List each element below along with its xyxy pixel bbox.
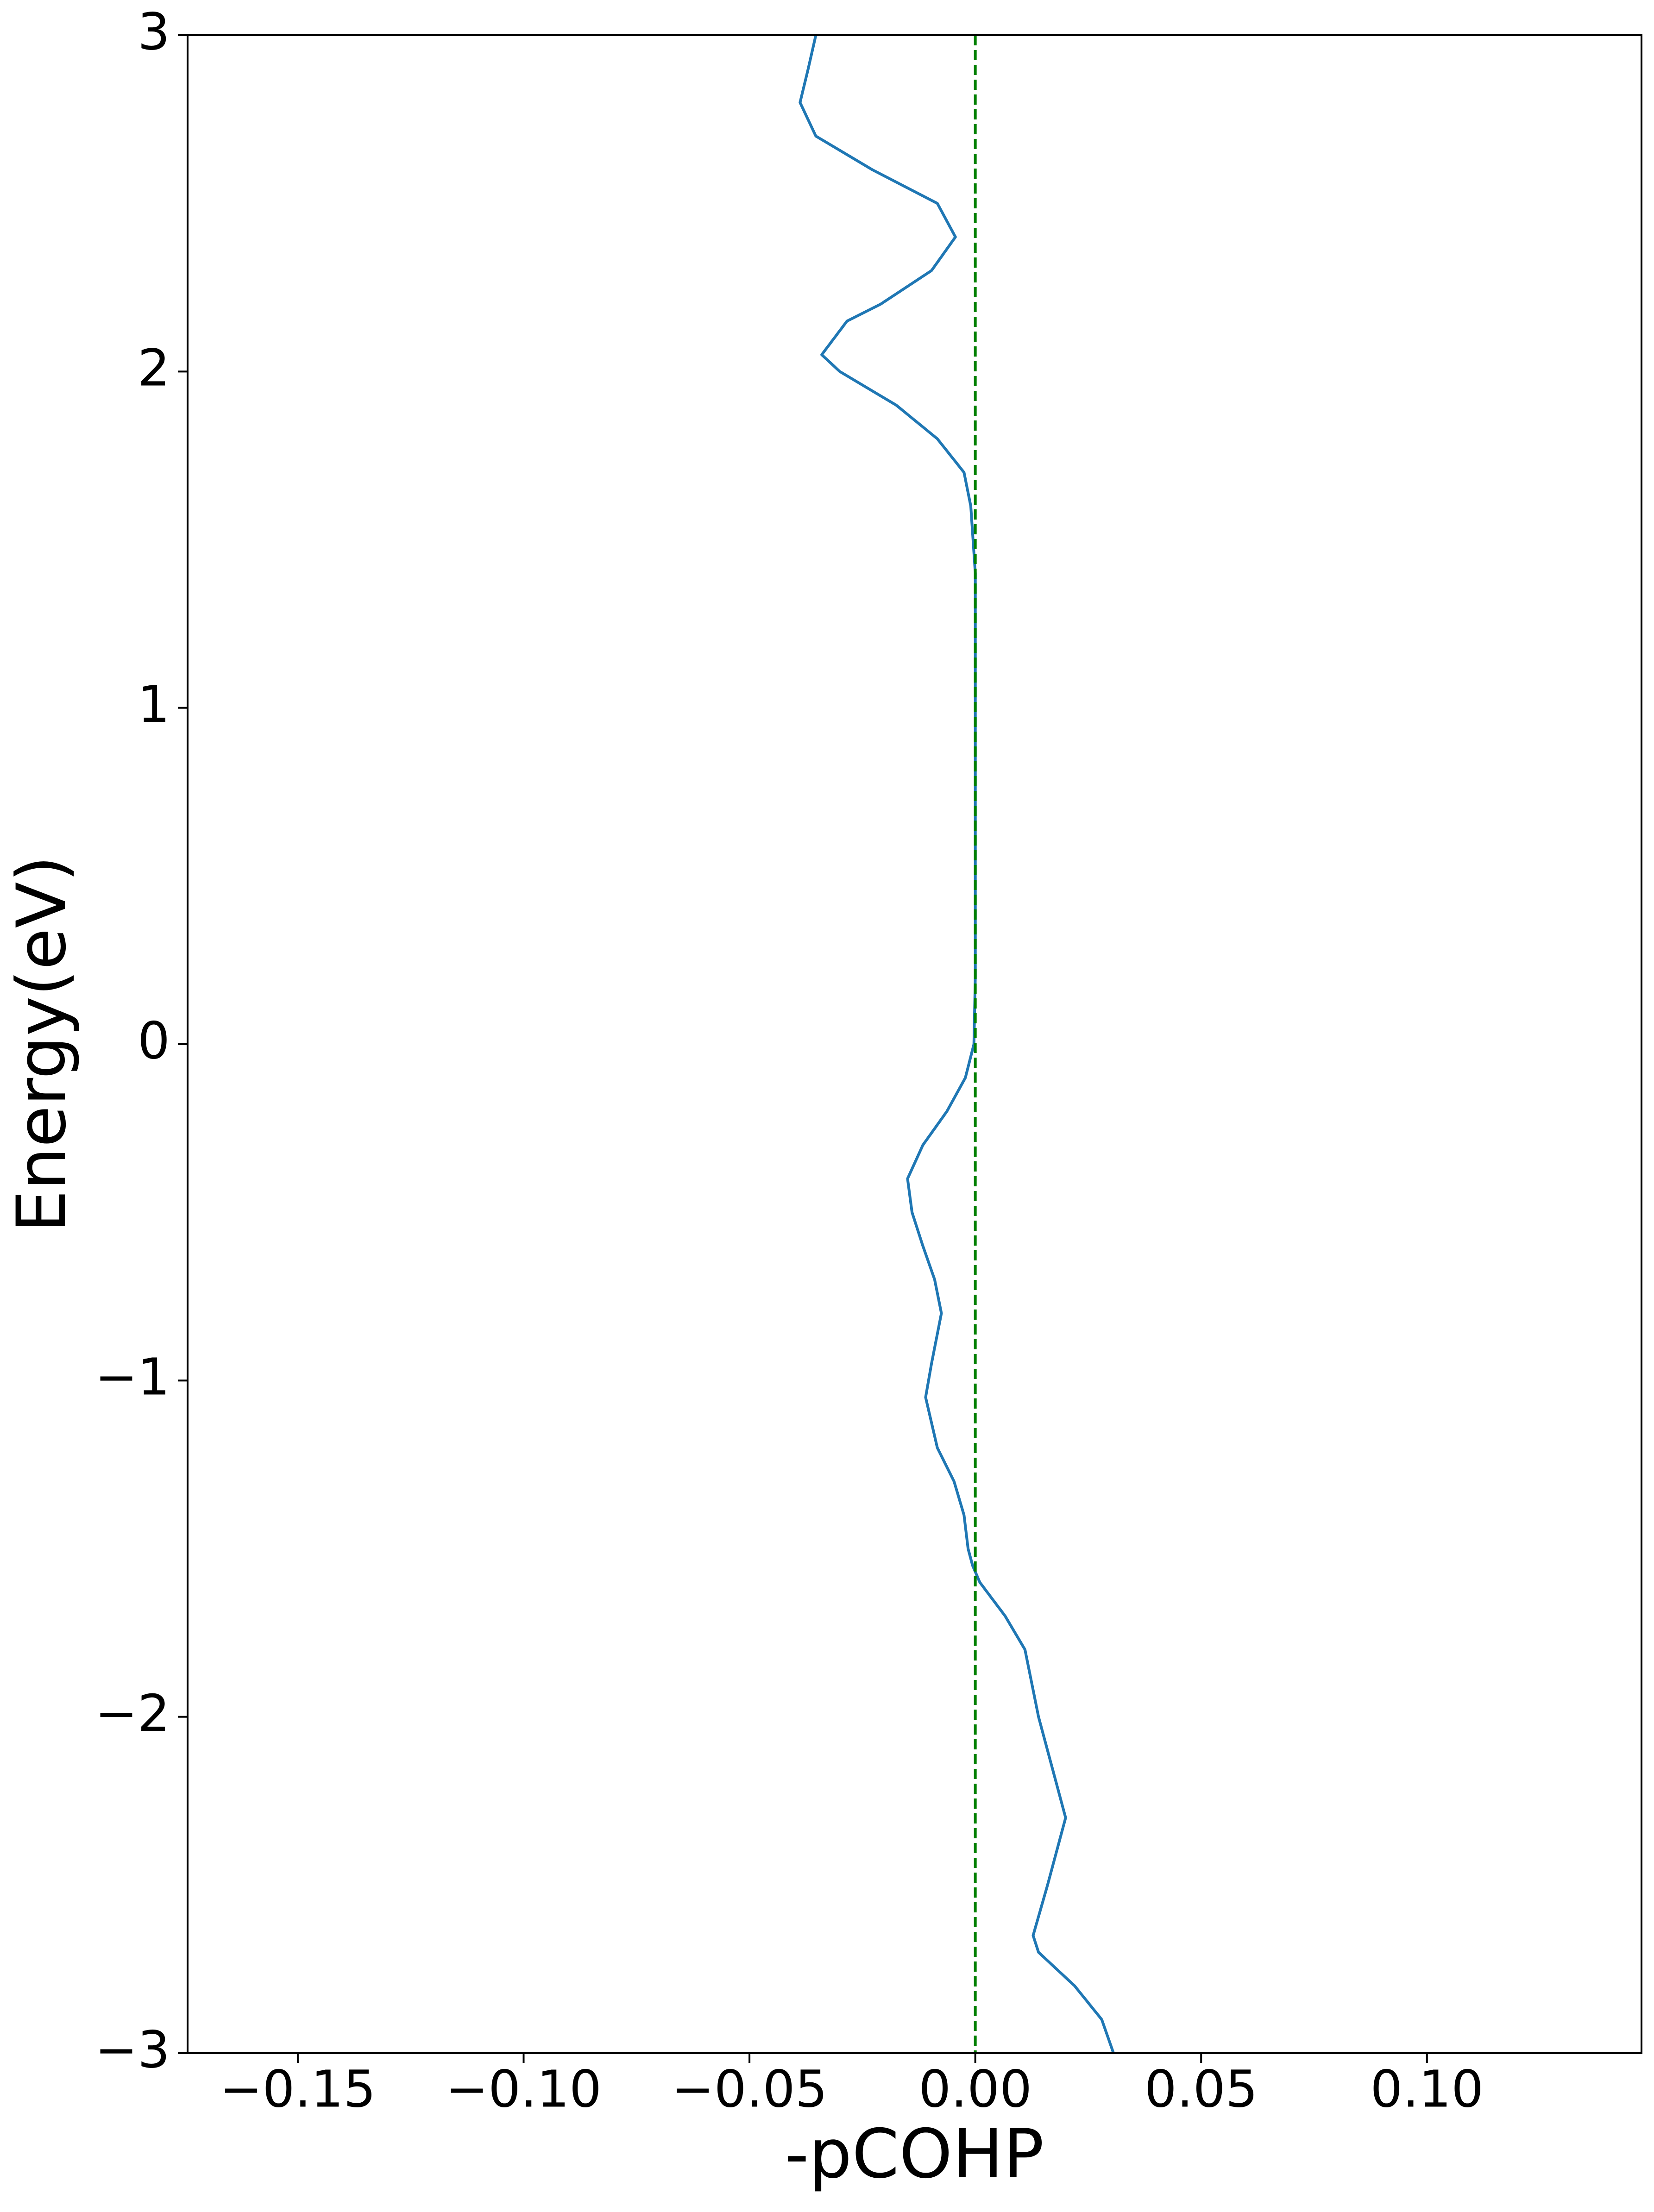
y-tick-label: 2 xyxy=(138,338,170,398)
x-tick-label: 0.00 xyxy=(918,2059,1032,2118)
y-tick-label: 1 xyxy=(138,675,170,734)
y-tick-label: −3 xyxy=(95,2020,170,2079)
x-tick-label: −0.15 xyxy=(220,2059,376,2118)
y-tick-label: −1 xyxy=(95,1347,170,1407)
y-tick-label: −2 xyxy=(95,1684,170,1743)
x-axis-label: -pCOHP xyxy=(785,2115,1044,2193)
y-tick-label: 3 xyxy=(138,2,170,61)
x-tick-label: −0.10 xyxy=(446,2059,602,2118)
y-tick-label: 0 xyxy=(138,1011,170,1070)
y-axis-label: Energy(eV) xyxy=(2,856,81,1233)
x-tick-label: −0.05 xyxy=(672,2059,828,2118)
plot-frame xyxy=(187,34,1642,2054)
x-tick-label: 0.10 xyxy=(1370,2059,1484,2118)
x-tick-label: 0.05 xyxy=(1145,2059,1258,2118)
data-line xyxy=(799,35,1115,2054)
